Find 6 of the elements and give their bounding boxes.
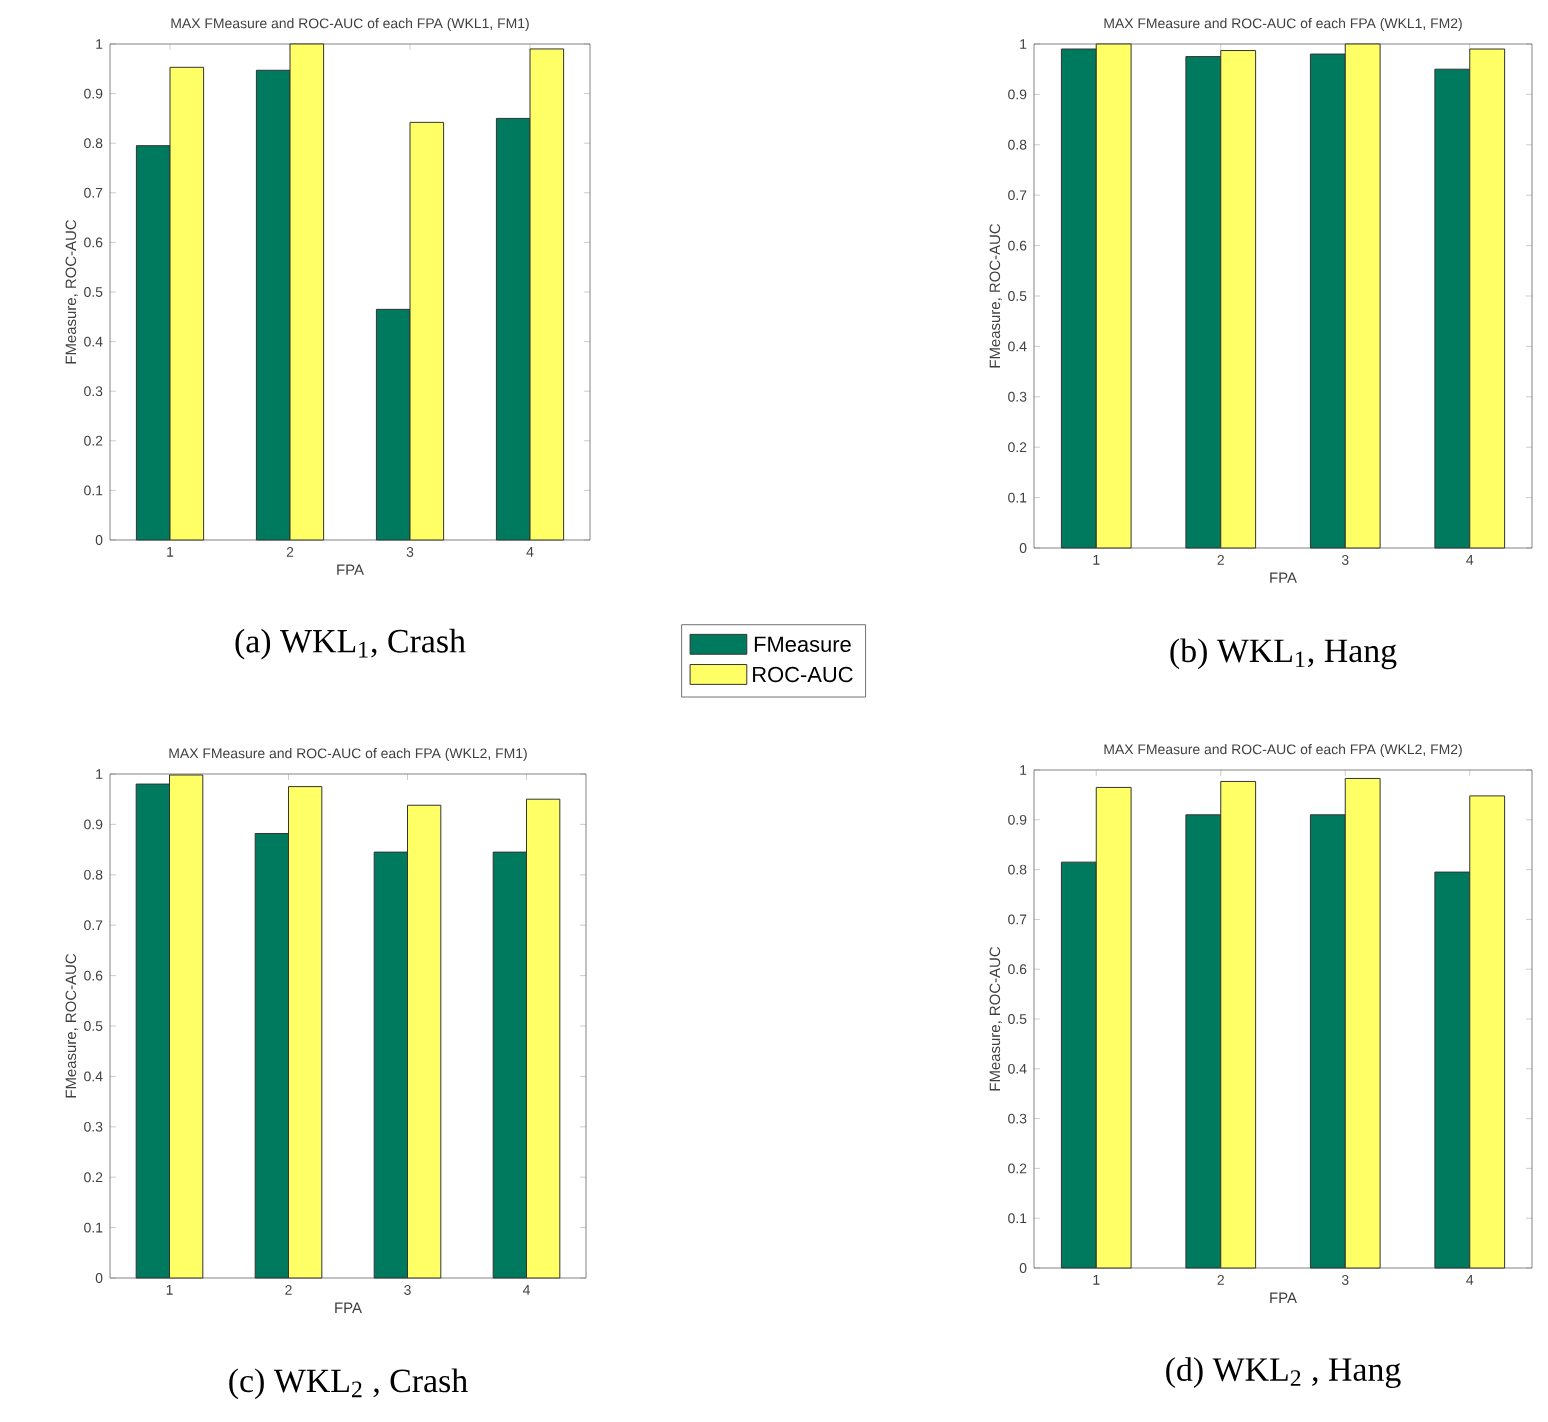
text: (c) WKL$_{2}$ , Crash: [229, 1368, 468, 1400]
legend-label: FMeasure: [754, 636, 851, 652]
text: (a) WKL$_{1}$, Crash: [235, 628, 466, 660]
legend-label: ROC-AUC: [753, 666, 853, 683]
text: (d) WKL$_{2}$ , Hang: [1166, 1357, 1401, 1388]
text: (b) WKL$_{1}$, Hang: [1170, 638, 1397, 670]
